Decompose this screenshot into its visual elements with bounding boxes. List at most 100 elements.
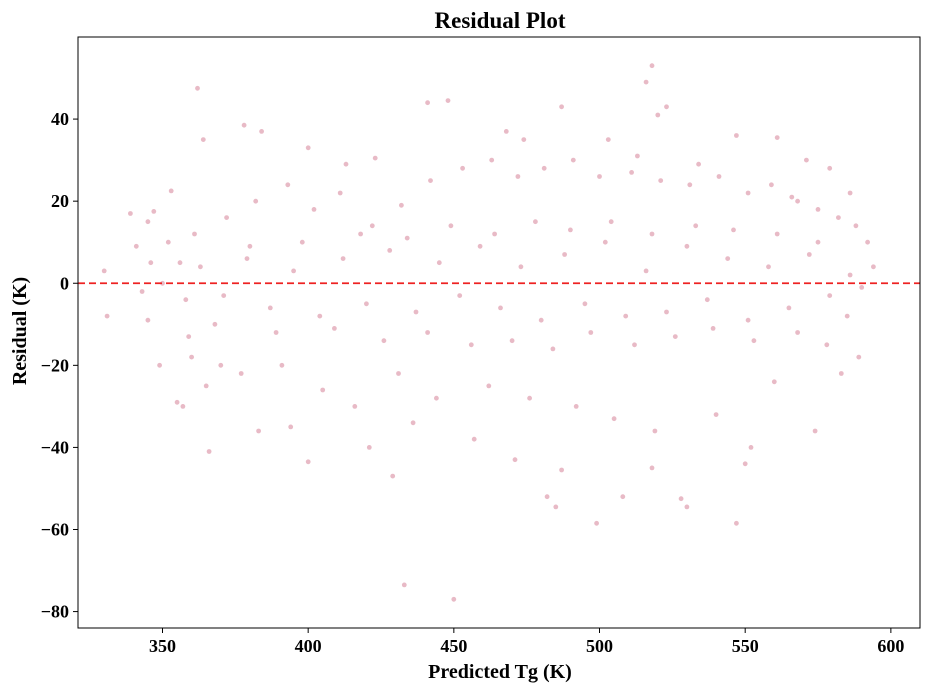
scatter-point <box>174 399 180 405</box>
scatter-point <box>664 104 669 110</box>
scatter-point <box>358 231 363 237</box>
scatter-point <box>836 215 841 221</box>
x-axis-label: Predicted Tg (K) <box>428 661 572 683</box>
x-tick-label: 600 <box>877 636 904 656</box>
scatter-point <box>827 165 833 171</box>
scatter-point <box>218 362 224 368</box>
scatter-point <box>672 334 678 339</box>
scatter-point <box>291 268 296 274</box>
scatter-point <box>445 98 451 103</box>
y-tick-label: −80 <box>41 602 69 622</box>
scatter-point <box>684 504 690 510</box>
scatter-point <box>148 260 154 266</box>
scatter-point <box>632 342 637 348</box>
scatter-point <box>827 293 833 298</box>
scatter-point <box>693 223 699 229</box>
scatter-point <box>413 309 419 315</box>
scatter-point <box>550 346 556 352</box>
scatter-point <box>748 445 754 450</box>
scatter-point <box>713 412 719 417</box>
scatter-point <box>652 428 658 434</box>
scatter-point <box>559 467 564 473</box>
scatter-point <box>734 520 739 526</box>
scatter-point <box>751 338 757 344</box>
scatter-point <box>844 313 850 319</box>
scatter-point <box>655 112 661 118</box>
y-tick-label: −40 <box>41 437 69 457</box>
scatter-point <box>815 207 821 212</box>
y-axis: −80 −60 −40 −20 0 20 40 <box>41 109 78 622</box>
scatter-point <box>273 330 279 335</box>
scatter-point <box>195 85 200 91</box>
scatter-point <box>139 289 145 294</box>
scatter-point <box>401 582 407 588</box>
scatter-point <box>320 387 326 393</box>
y-tick-label: 40 <box>51 109 69 129</box>
scatter-point <box>145 317 151 323</box>
scatter-point <box>588 330 594 335</box>
x-tick-label: 500 <box>586 636 613 656</box>
scatter-point <box>859 285 865 290</box>
scatter-point <box>332 326 337 331</box>
scatter-point <box>559 104 564 110</box>
scatter-point <box>221 293 227 298</box>
scatter-point <box>847 272 853 278</box>
scatter-point <box>168 188 174 194</box>
plot-frame <box>77 36 921 629</box>
x-tick-label: 450 <box>440 636 467 656</box>
scatter-point <box>745 190 751 196</box>
scatter-point <box>538 317 544 323</box>
scatter-point <box>716 174 722 179</box>
scatter-point <box>512 457 518 463</box>
scatter-point <box>244 256 250 261</box>
scatter-point <box>451 596 457 602</box>
scatter-point <box>704 297 710 303</box>
scatter-point <box>602 239 608 245</box>
scatter-point <box>165 239 171 245</box>
scatter-point <box>212 321 218 327</box>
scatter-point <box>192 231 197 237</box>
scatter-point <box>489 157 495 163</box>
scatter-point <box>865 239 870 245</box>
scatter-point <box>151 209 157 214</box>
scatter-point <box>183 297 189 303</box>
scatter-point <box>299 239 305 245</box>
scatter-point <box>838 371 844 376</box>
scatter-point <box>340 256 346 261</box>
scatter-point <box>745 317 751 323</box>
scatter-point <box>457 293 463 298</box>
scatter-point <box>871 264 876 270</box>
scatter-point <box>364 301 369 307</box>
scatter-point <box>267 305 273 311</box>
scatter-point <box>629 170 634 175</box>
scatter-point <box>623 313 629 319</box>
scatter-point <box>468 342 474 348</box>
scatter-point <box>486 383 492 389</box>
scatter-point <box>620 494 626 500</box>
scatter-point <box>856 354 862 360</box>
scatter-point <box>425 100 430 106</box>
scatter-point <box>643 79 649 85</box>
scatter-point <box>410 420 416 426</box>
scatter-point <box>853 223 859 229</box>
y-tick-label: 0 <box>60 273 69 293</box>
scatter-point <box>259 129 264 134</box>
scatter-point <box>562 252 567 257</box>
scatter-point <box>503 129 509 134</box>
scatter-point <box>101 268 107 274</box>
x-tick-label: 350 <box>149 636 176 656</box>
scatter-point <box>145 219 151 225</box>
scatter-point <box>608 219 614 225</box>
scatter-point <box>224 215 230 221</box>
scatter-point <box>731 227 736 233</box>
scatter-point <box>847 190 853 196</box>
scatter-point <box>160 280 165 286</box>
scatter-point <box>189 354 195 360</box>
scatter-point <box>381 338 387 344</box>
scatter-point <box>521 137 527 143</box>
scatter-point <box>766 264 771 270</box>
scatter-point <box>769 182 774 188</box>
y-tick-label: 20 <box>51 191 69 211</box>
scatter-point <box>789 194 795 200</box>
scatter-point <box>544 494 550 500</box>
